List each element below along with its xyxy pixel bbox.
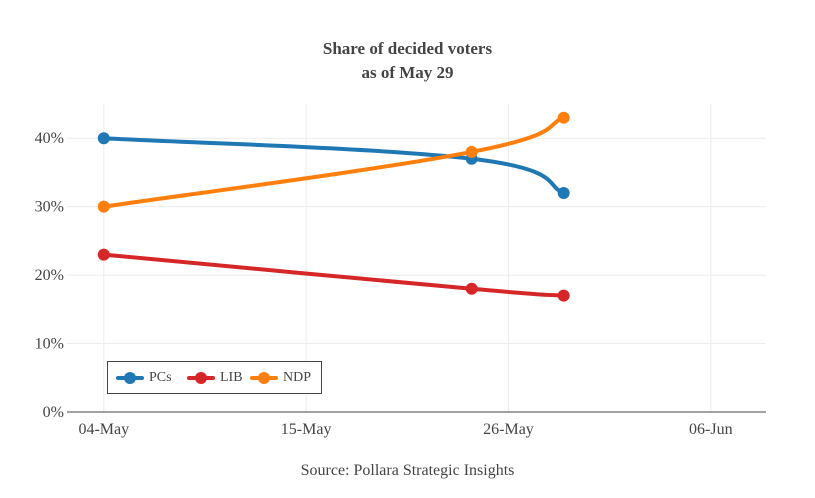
data-point-lib [97,248,110,261]
x-tick-label: 26-May [483,421,534,438]
y-tick-label: 40% [35,130,64,147]
chart-subtitle: as of May 29 [361,63,454,82]
data-point-lib [465,282,478,295]
chart-title: Share of decided voters [322,39,493,58]
x-tick-label: 06-Jun [689,421,733,438]
chart-legend: PCs LIB NDP [107,361,322,394]
legend-item-ndp[interactable]: NDP [248,362,311,393]
data-point-pcs [97,132,110,145]
chart-source: Source: Pollara Strategic Insights [300,462,515,479]
y-tick-label: 20% [35,267,64,284]
legend-item-lib[interactable]: LIB [185,362,243,393]
legend-label-pcs: PCs [149,369,172,385]
series-line-ndp [101,115,566,209]
legend-swatch-lib [185,362,217,393]
legend-label-ndp: NDP [283,369,312,385]
data-point-ndp [557,111,570,124]
legend-label-lib: LIB [220,369,243,385]
data-point-ndp [97,200,110,213]
x-tick-label: 04-May [78,421,129,438]
legend-swatch-pcs [114,362,146,393]
data-point-lib [557,289,570,302]
legend-item-pcs[interactable]: PCs [114,362,172,393]
data-point-ndp [465,145,478,158]
y-tick-label: 10% [35,336,64,353]
series-line-lib [101,252,566,298]
data-point-pcs [557,186,570,199]
y-tick-label: 30% [35,199,64,216]
y-tick-label: 0% [43,404,64,421]
legend-swatch-ndp [248,362,280,393]
series-line-pcs [101,136,566,195]
x-tick-label: 15-May [281,421,332,438]
